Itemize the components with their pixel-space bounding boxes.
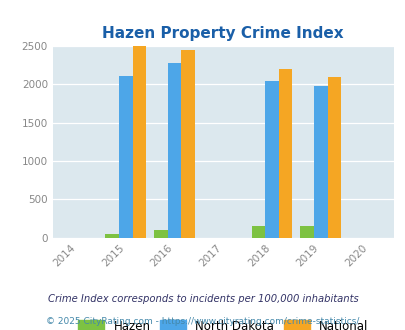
- Bar: [313, 86, 327, 238]
- Bar: [119, 76, 132, 238]
- Bar: [251, 226, 264, 238]
- Text: © 2025 CityRating.com - https://www.cityrating.com/crime-statistics/: © 2025 CityRating.com - https://www.city…: [46, 317, 359, 326]
- Bar: [264, 82, 278, 238]
- Bar: [278, 69, 292, 238]
- Title: Hazen Property Crime Index: Hazen Property Crime Index: [102, 26, 343, 41]
- Bar: [132, 46, 146, 238]
- Bar: [327, 77, 340, 238]
- Bar: [167, 63, 181, 238]
- Legend: Hazen, North Dakota, National: Hazen, North Dakota, National: [75, 316, 371, 330]
- Bar: [105, 234, 119, 238]
- Bar: [154, 230, 167, 238]
- Text: Crime Index corresponds to incidents per 100,000 inhabitants: Crime Index corresponds to incidents per…: [47, 294, 358, 304]
- Bar: [300, 226, 313, 238]
- Bar: [181, 50, 194, 238]
